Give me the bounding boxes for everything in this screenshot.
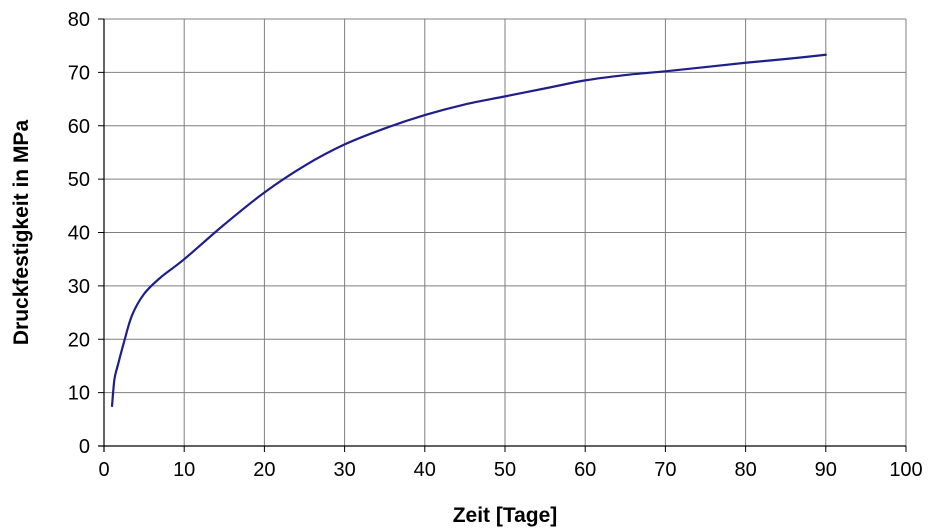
y-tick-label: 70 (68, 62, 90, 84)
y-tick-label: 60 (68, 116, 90, 138)
x-tick-label: 60 (574, 459, 596, 481)
y-tick-label: 80 (68, 9, 90, 31)
x-tick-label: 100 (889, 459, 922, 481)
y-tick-label: 40 (68, 223, 90, 245)
y-tick-label: 30 (68, 276, 90, 298)
x-tick-label: 10 (173, 459, 195, 481)
x-axis-title: Zeit [Tage] (453, 504, 558, 527)
x-tick-label: 90 (815, 459, 837, 481)
y-tick-label: 0 (79, 436, 90, 458)
series-layer (110, 53, 827, 408)
x-tick-label: 40 (414, 459, 436, 481)
x-tick-label: 50 (494, 459, 516, 481)
y-tick-label: 50 (68, 169, 90, 191)
x-tick-label: 70 (654, 459, 676, 481)
x-tick-label: 80 (734, 459, 756, 481)
x-tick-label: 20 (253, 459, 275, 481)
grid (104, 18, 907, 446)
y-axis-title: Druckfestigkeit in MPa (10, 120, 33, 346)
y-tick-label: 10 (68, 383, 90, 405)
series-line (110, 53, 827, 408)
tick-labels: 0 10 20 30 40 50 60 70 80 90 100 0 10 20 30 40 50 60 70 80 (68, 9, 923, 481)
x-tick-label: 0 (98, 459, 109, 481)
y-tick-label: 20 (68, 329, 90, 351)
axes (98, 18, 907, 452)
x-tick-label: 30 (333, 459, 355, 481)
